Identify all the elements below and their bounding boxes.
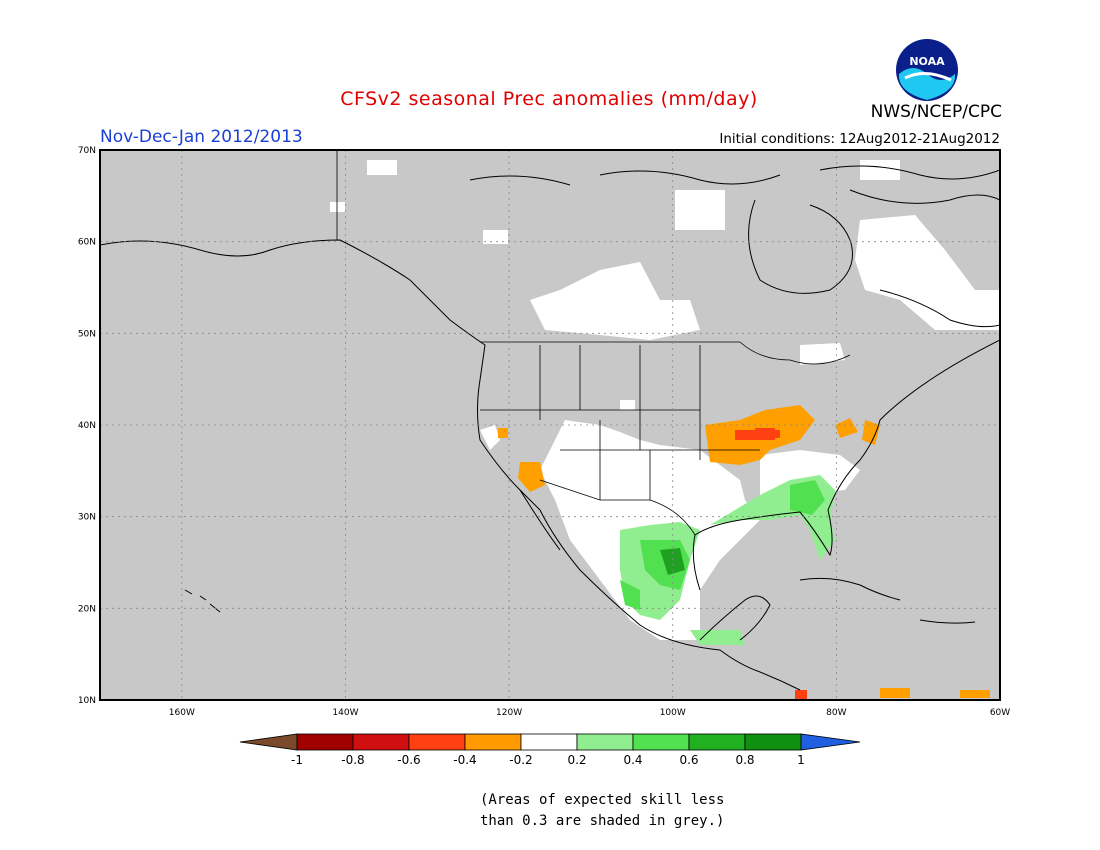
colorbar-label: -0.4 <box>453 753 476 767</box>
noaa-logo-text: NOAA <box>909 55 945 68</box>
lat-label: 70N <box>78 146 96 156</box>
lon-label: 140W <box>332 708 358 718</box>
latitude-labels: 70N 60N 50N 40N 30N 20N 10N <box>78 146 96 706</box>
forecast-period: Nov-Dec-Jan 2012/2013 <box>100 127 303 147</box>
colorbar-segment <box>688 733 746 751</box>
grid-lines <box>100 150 1000 700</box>
lat-label: 40N <box>78 421 96 431</box>
colorbar-segment <box>744 733 802 751</box>
lat-label: 10N <box>78 696 96 706</box>
lat-label: 60N <box>78 238 96 248</box>
strong-wet-areas <box>660 548 685 575</box>
colorbar-segment <box>632 733 690 751</box>
lon-label: 120W <box>496 708 522 718</box>
colorbar-segment <box>408 733 466 751</box>
lon-label: 80W <box>826 708 846 718</box>
colorbar-segment <box>464 733 522 751</box>
colorbar-label: -0.6 <box>397 753 420 767</box>
lon-label: 160W <box>169 708 195 718</box>
agency-label: NWS/NCEP/CPC <box>870 102 1002 122</box>
political-borders <box>336 150 851 536</box>
lon-label: 100W <box>660 708 686 718</box>
colorbar-segment <box>352 733 410 751</box>
coastlines <box>100 165 1000 691</box>
noaa-logo: NOAA <box>895 38 959 102</box>
initial-conditions: Initial conditions: 12Aug2012-21Aug2012 <box>719 131 1000 147</box>
colorbar-labels: -1 -0.8 -0.6 -0.4 -0.2 0.2 0.4 0.6 0.8 1 <box>291 753 805 767</box>
anomaly-shading <box>330 160 1000 700</box>
colorbar-label: -1 <box>291 753 303 767</box>
colorbar-high-arrow <box>800 733 861 751</box>
lon-label: 60W <box>990 708 1010 718</box>
colorbar-label: 0.8 <box>735 753 754 767</box>
skill-note-line1: (Areas of expected skill less <box>480 792 725 808</box>
colorbar-label: -0.2 <box>509 753 532 767</box>
colorbar-label: -0.8 <box>341 753 364 767</box>
colorbar-segment <box>520 733 578 751</box>
map-frame <box>99 149 1001 701</box>
colorbar <box>239 733 861 751</box>
colorbar-low-arrow <box>239 733 298 751</box>
skill-note-line2: than 0.3 are shaded in grey.) <box>480 813 725 829</box>
lat-label: 30N <box>78 513 96 523</box>
strong-dry-areas <box>735 428 807 700</box>
colorbar-label: 0.6 <box>679 753 698 767</box>
colorbar-label: 0.2 <box>567 753 586 767</box>
colorbar-segment <box>296 733 354 751</box>
lat-label: 50N <box>78 329 96 339</box>
lat-label: 20N <box>78 604 96 614</box>
colorbar-segment <box>576 733 634 751</box>
colorbar-label: 0.4 <box>623 753 642 767</box>
skill-note: (Areas of expected skill less than 0.3 a… <box>480 790 724 832</box>
map-title: CFSv2 seasonal Prec anomalies (mm/day) <box>340 88 758 110</box>
colorbar-label: 1 <box>797 753 805 767</box>
longitude-labels: 160W 140W 120W 100W 80W 60W <box>169 708 1010 718</box>
